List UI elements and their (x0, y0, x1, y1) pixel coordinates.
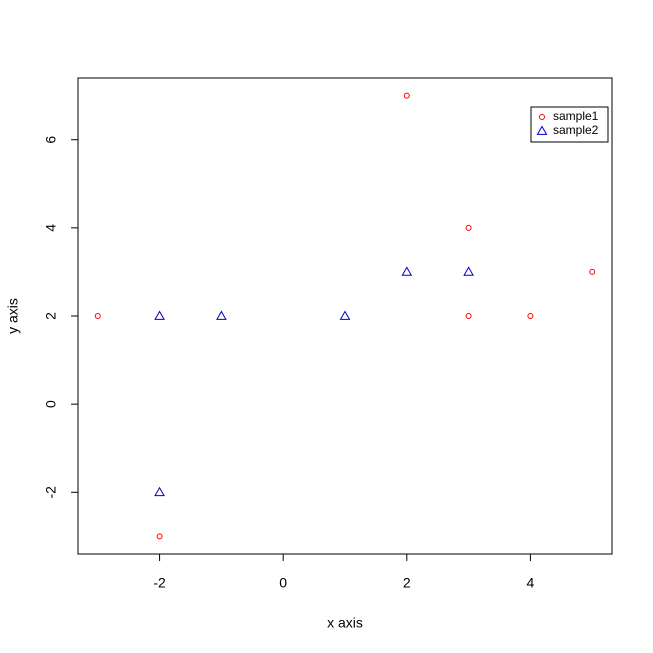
point (216, 310, 227, 320)
point (463, 266, 474, 276)
legend-marker (536, 125, 548, 135)
plot-box (77, 77, 613, 555)
x-tick-label: 4 (527, 575, 535, 591)
y-tick-label: 6 (43, 136, 59, 144)
y-tick-label: 0 (43, 400, 59, 408)
x-tick-label: 2 (403, 575, 411, 591)
x-axis-label: x axis (327, 615, 363, 631)
x-tick-label: 0 (279, 575, 287, 591)
point (527, 313, 534, 319)
y-tick-label: 4 (43, 224, 59, 232)
point (589, 268, 596, 275)
point (156, 533, 163, 540)
point (401, 266, 413, 276)
point (339, 310, 351, 320)
legend-box (530, 106, 609, 143)
x-tick-label: -2 (153, 575, 166, 591)
point (94, 313, 101, 319)
point (154, 310, 165, 320)
point (465, 224, 472, 231)
legend-label: sample1 (553, 109, 599, 123)
y-axis-label: y axis (5, 298, 21, 334)
legend-marker (539, 114, 545, 120)
point (465, 313, 472, 319)
point (403, 92, 410, 99)
y-tick-label: -2 (43, 486, 59, 499)
y-tick-label: 2 (43, 312, 59, 320)
legend-label: sample2 (553, 123, 599, 137)
point (154, 486, 165, 497)
